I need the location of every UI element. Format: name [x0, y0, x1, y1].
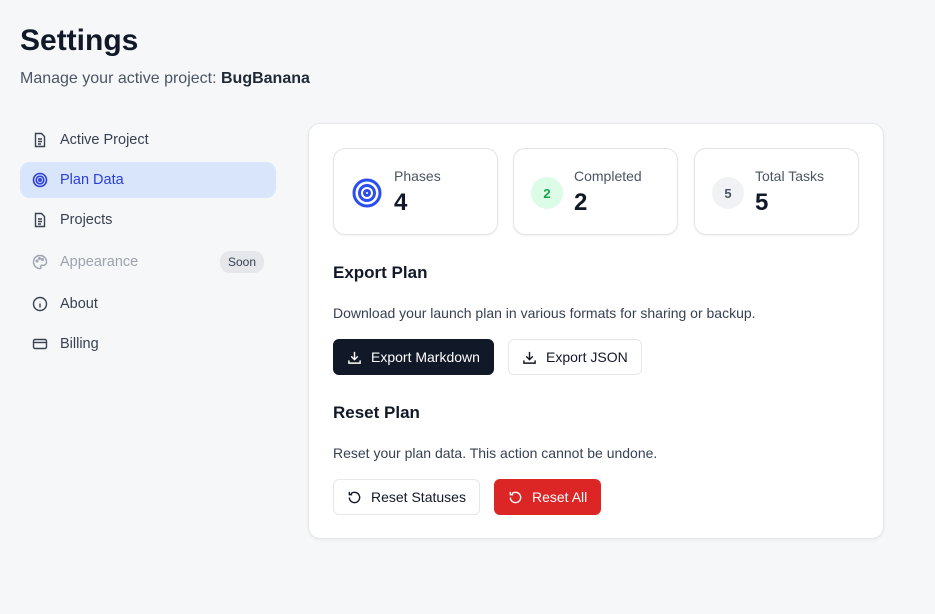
project-name: BugBanana: [221, 70, 310, 87]
stat-completed: 2 Completed 2: [513, 148, 678, 235]
sidebar-item-label: Projects: [60, 212, 113, 228]
file-icon: [34, 212, 46, 228]
palette-icon: [32, 254, 48, 270]
stat-label: Total Tasks: [755, 168, 824, 184]
sidebar-item-active-project[interactable]: Active Project: [20, 122, 276, 158]
credit-card-icon: [32, 338, 48, 350]
page-title: Settings: [20, 24, 139, 57]
sidebar: Active Project Plan Data Projects Appear…: [20, 122, 276, 366]
reset-statuses-button[interactable]: Reset Statuses: [333, 479, 480, 515]
sidebar-item-label: Plan Data: [60, 172, 124, 188]
page-subtitle: Manage your active project: BugBanana: [20, 70, 310, 88]
target-icon: [32, 172, 48, 188]
file-icon: [34, 132, 46, 148]
sidebar-item-projects[interactable]: Projects: [20, 202, 276, 238]
rotate-ccw-icon: [348, 491, 361, 503]
export-description: Download your launch plan in various for…: [333, 305, 756, 321]
stat-label: Completed: [574, 168, 642, 184]
sidebar-item-about[interactable]: About: [20, 286, 276, 322]
completed-badge: 2: [531, 177, 563, 209]
plan-data-card: Phases 4 2 Completed 2 5 Total Tasks 5 E…: [308, 123, 884, 539]
subtitle-text: Manage your active project:: [20, 70, 221, 87]
rotate-ccw-icon: [509, 491, 522, 503]
stat-value: 4: [394, 189, 408, 216]
export-markdown-button[interactable]: Export Markdown: [333, 339, 494, 375]
sidebar-item-label: Appearance: [60, 254, 139, 270]
stat-value: 2: [574, 189, 588, 216]
download-icon: [523, 351, 536, 364]
reset-all-button[interactable]: Reset All: [494, 479, 602, 515]
sidebar-item-label: About: [60, 296, 98, 312]
sidebar-item-label: Billing: [60, 336, 99, 352]
export-title: Export Plan: [333, 263, 428, 282]
button-label: Reset All: [532, 489, 588, 505]
target-icon: [351, 177, 383, 209]
export-json-button[interactable]: Export JSON: [508, 339, 642, 375]
button-label: Export Markdown: [371, 349, 480, 365]
download-icon: [348, 351, 361, 364]
reset-description: Reset your plan data. This action cannot…: [333, 445, 658, 461]
sidebar-item-plan-data[interactable]: Plan Data: [20, 162, 276, 198]
button-label: Export JSON: [546, 349, 628, 365]
soon-badge: Soon: [219, 251, 264, 273]
button-label: Reset Statuses: [371, 489, 466, 505]
info-icon: [32, 296, 48, 312]
stat-label: Phases: [394, 168, 441, 184]
sidebar-item-billing[interactable]: Billing: [20, 326, 276, 362]
sidebar-item-appearance: Appearance Soon: [20, 242, 276, 282]
reset-title: Reset Plan: [333, 403, 420, 422]
stat-total-tasks: 5 Total Tasks 5: [694, 148, 859, 235]
sidebar-item-label: Active Project: [60, 132, 149, 148]
total-badge: 5: [712, 177, 744, 209]
stat-phases: Phases 4: [333, 148, 498, 235]
stat-value: 5: [755, 189, 769, 216]
